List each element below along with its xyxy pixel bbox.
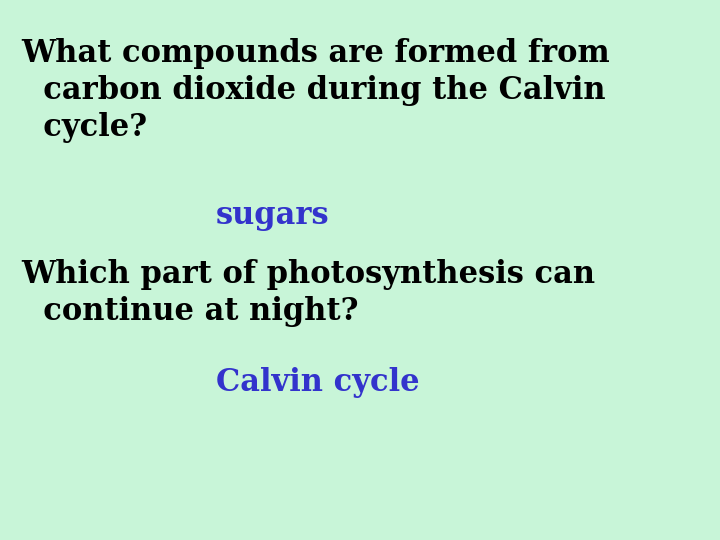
Text: What compounds are formed from
  carbon dioxide during the Calvin
  cycle?: What compounds are formed from carbon di… [22,38,611,143]
Text: Which part of photosynthesis can
  continue at night?: Which part of photosynthesis can continu… [22,259,595,327]
Text: Calvin cycle: Calvin cycle [216,367,420,398]
Text: sugars: sugars [216,200,330,231]
